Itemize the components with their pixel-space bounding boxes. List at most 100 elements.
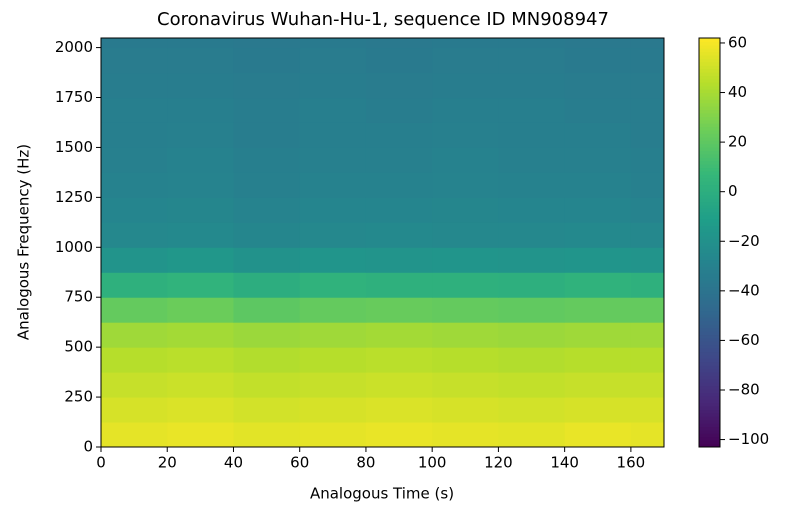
y-tick-label: 250 bbox=[64, 388, 93, 406]
colorbar-band bbox=[699, 112, 720, 117]
cell bbox=[299, 47, 367, 74]
colorbar-band bbox=[699, 106, 720, 111]
cell bbox=[299, 172, 367, 198]
cell bbox=[101, 297, 168, 323]
colorbar-band bbox=[699, 392, 720, 397]
cell bbox=[365, 347, 433, 373]
cell bbox=[101, 147, 168, 173]
colorbar-band bbox=[699, 225, 720, 230]
cell bbox=[564, 172, 632, 198]
cell bbox=[498, 397, 566, 423]
cell bbox=[564, 122, 632, 148]
x-tick-label: 160 bbox=[617, 454, 646, 472]
colorbar-band bbox=[699, 68, 720, 73]
colorbar-band bbox=[699, 293, 720, 298]
cell bbox=[233, 422, 301, 448]
colorbar-band bbox=[699, 211, 720, 216]
colorbar-band bbox=[699, 269, 720, 274]
cell bbox=[233, 297, 301, 323]
cell bbox=[432, 372, 499, 398]
cell bbox=[630, 297, 665, 323]
cell bbox=[167, 297, 234, 323]
cell bbox=[365, 197, 433, 223]
colorbar-band bbox=[699, 395, 720, 400]
cell bbox=[630, 372, 665, 398]
colorbar-band bbox=[699, 283, 720, 288]
colorbar-band bbox=[699, 429, 720, 434]
y-axis-label: Analogous Frequency (Hz) bbox=[15, 144, 33, 340]
cell bbox=[167, 347, 234, 373]
colorbar-band bbox=[699, 334, 720, 339]
colorbar-band bbox=[699, 177, 720, 182]
cell bbox=[432, 47, 499, 74]
colorbar-band bbox=[699, 174, 720, 179]
colorbar-band bbox=[699, 402, 720, 407]
colorbar-band bbox=[699, 41, 720, 46]
colorbar-band bbox=[699, 65, 720, 70]
cell bbox=[630, 197, 665, 223]
colorbar-band bbox=[699, 85, 720, 90]
cell bbox=[101, 72, 168, 99]
colorbar-band bbox=[699, 382, 720, 387]
colorbar-band bbox=[699, 300, 720, 305]
colorbar-band bbox=[699, 440, 720, 445]
colorbar-band bbox=[699, 130, 720, 134]
colorbar-band bbox=[699, 48, 720, 53]
colorbar-band bbox=[699, 75, 720, 80]
y-tick-label: 1000 bbox=[55, 238, 93, 256]
cell bbox=[233, 122, 301, 148]
colorbar-band bbox=[699, 191, 720, 196]
y-tick-label: 1500 bbox=[55, 138, 93, 156]
colorbar-band bbox=[699, 259, 720, 264]
colorbar-band bbox=[699, 433, 720, 438]
colorbar-band bbox=[699, 116, 720, 121]
y-tick-label: 750 bbox=[64, 288, 93, 306]
cell bbox=[564, 222, 632, 248]
cell bbox=[167, 47, 234, 74]
colorbar-band bbox=[699, 51, 720, 56]
colorbar-band bbox=[699, 102, 720, 107]
cell bbox=[365, 422, 433, 448]
cell bbox=[630, 172, 665, 198]
cell bbox=[299, 222, 367, 248]
cell bbox=[498, 422, 566, 448]
colorbar-band bbox=[699, 164, 720, 169]
colorbar-band bbox=[699, 95, 720, 100]
colorbar-band bbox=[699, 337, 720, 342]
colorbar-band bbox=[699, 344, 720, 349]
cell bbox=[365, 397, 433, 423]
x-tick-label: 80 bbox=[356, 454, 375, 472]
cell bbox=[432, 172, 499, 198]
colorbar-band bbox=[699, 341, 720, 346]
cell bbox=[167, 322, 234, 348]
cell bbox=[630, 247, 665, 273]
cell bbox=[498, 97, 566, 123]
cell bbox=[299, 272, 367, 298]
colorbar-band bbox=[699, 419, 720, 424]
cell bbox=[564, 297, 632, 323]
cell bbox=[167, 147, 234, 173]
cell bbox=[630, 122, 665, 148]
colorbar-band bbox=[699, 235, 720, 240]
colorbar-band bbox=[699, 222, 720, 226]
cell bbox=[564, 38, 632, 49]
colorbar-band bbox=[699, 412, 720, 417]
colorbar-band bbox=[699, 58, 720, 63]
cell bbox=[167, 122, 234, 148]
colorbar-band bbox=[699, 361, 720, 366]
colorbar-band bbox=[699, 436, 720, 441]
colorbar-band bbox=[699, 218, 720, 223]
colorbar-band bbox=[699, 368, 720, 373]
cell bbox=[101, 197, 168, 223]
x-tick-label: 40 bbox=[224, 454, 243, 472]
colorbar-band bbox=[699, 276, 720, 281]
cell bbox=[167, 72, 234, 99]
colorbar-tick-label: 40 bbox=[728, 83, 747, 101]
colorbar-band bbox=[699, 133, 720, 138]
cell bbox=[365, 372, 433, 398]
colorbar-band bbox=[699, 409, 720, 414]
cell bbox=[432, 272, 499, 298]
cell bbox=[299, 72, 367, 99]
x-tick-label: 100 bbox=[418, 454, 447, 472]
